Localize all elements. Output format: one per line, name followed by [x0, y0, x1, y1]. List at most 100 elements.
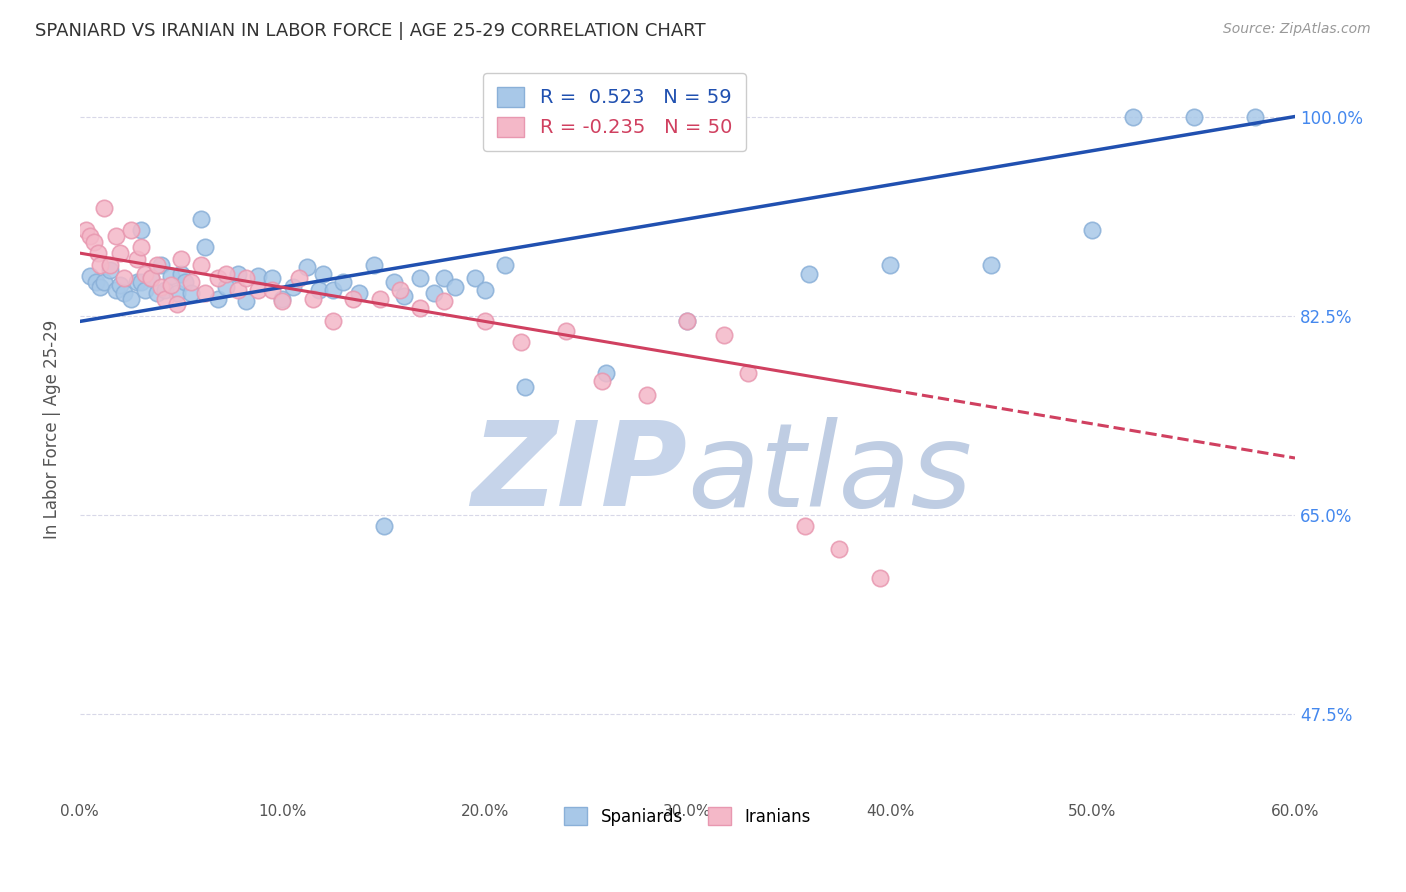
- Point: [510, 334, 533, 349]
- Point: [129, 223, 152, 237]
- Point: [215, 267, 238, 281]
- Point: [194, 240, 217, 254]
- Point: [160, 268, 183, 283]
- Point: [332, 275, 354, 289]
- Point: [494, 258, 516, 272]
- Point: [120, 223, 142, 237]
- Point: [271, 293, 294, 308]
- Point: [170, 252, 193, 266]
- Point: [676, 314, 699, 328]
- Point: [98, 258, 121, 272]
- Point: [515, 380, 537, 394]
- Point: [301, 292, 323, 306]
- Point: [636, 388, 658, 402]
- Point: [125, 275, 148, 289]
- Point: [235, 271, 257, 285]
- Point: [84, 275, 107, 289]
- Point: [287, 271, 309, 285]
- Point: [170, 267, 193, 281]
- Point: [105, 283, 128, 297]
- Point: [226, 267, 249, 281]
- Point: [363, 258, 385, 272]
- Point: [87, 246, 110, 260]
- Point: [1243, 110, 1265, 124]
- Point: [474, 314, 496, 328]
- Point: [879, 258, 901, 272]
- Point: [797, 267, 820, 281]
- Point: [153, 292, 176, 306]
- Point: [112, 285, 135, 300]
- Point: [443, 280, 465, 294]
- Point: [160, 277, 183, 292]
- Point: [433, 293, 456, 308]
- Point: [139, 271, 162, 285]
- Point: [153, 283, 176, 297]
- Point: [134, 283, 156, 297]
- Text: Source: ZipAtlas.com: Source: ZipAtlas.com: [1223, 22, 1371, 37]
- Point: [149, 258, 172, 272]
- Point: [262, 283, 284, 297]
- Point: [980, 258, 1002, 272]
- Point: [166, 285, 188, 300]
- Point: [737, 366, 759, 380]
- Point: [312, 267, 335, 281]
- Point: [1122, 110, 1144, 124]
- Point: [392, 289, 415, 303]
- Point: [139, 271, 162, 285]
- Point: [349, 285, 371, 300]
- Point: [869, 570, 891, 584]
- Point: [166, 297, 188, 311]
- Point: [373, 519, 395, 533]
- Point: [1081, 223, 1104, 237]
- Point: [207, 292, 229, 306]
- Point: [110, 246, 132, 260]
- Text: ZIP: ZIP: [471, 417, 688, 532]
- Point: [368, 292, 391, 306]
- Point: [555, 324, 578, 338]
- Point: [828, 542, 851, 557]
- Point: [129, 275, 152, 289]
- Point: [388, 283, 411, 297]
- Point: [464, 271, 486, 285]
- Point: [112, 271, 135, 285]
- Point: [235, 293, 257, 308]
- Point: [423, 285, 446, 300]
- Point: [89, 258, 111, 272]
- Point: [79, 268, 101, 283]
- Point: [247, 268, 270, 283]
- Point: [262, 271, 284, 285]
- Point: [433, 271, 456, 285]
- Point: [194, 285, 217, 300]
- Point: [110, 277, 132, 292]
- Point: [93, 201, 115, 215]
- Point: [89, 280, 111, 294]
- Point: [120, 292, 142, 306]
- Point: [382, 275, 405, 289]
- Point: [83, 235, 105, 249]
- Point: [591, 374, 613, 388]
- Point: [75, 223, 97, 237]
- Point: [409, 271, 432, 285]
- Point: [595, 366, 617, 380]
- Point: [146, 285, 169, 300]
- Point: [174, 275, 197, 289]
- Point: [474, 283, 496, 297]
- Point: [322, 283, 344, 297]
- Point: [146, 258, 169, 272]
- Point: [149, 280, 172, 294]
- Point: [105, 229, 128, 244]
- Point: [180, 285, 202, 300]
- Legend: Spaniards, Iranians: Spaniards, Iranians: [554, 797, 821, 836]
- Point: [409, 301, 432, 315]
- Point: [79, 229, 101, 244]
- Point: [207, 271, 229, 285]
- Point: [342, 292, 364, 306]
- Point: [125, 252, 148, 266]
- Point: [676, 314, 699, 328]
- Point: [295, 260, 318, 274]
- Text: SPANIARD VS IRANIAN IN LABOR FORCE | AGE 25-29 CORRELATION CHART: SPANIARD VS IRANIAN IN LABOR FORCE | AGE…: [35, 22, 706, 40]
- Point: [793, 519, 815, 533]
- Point: [93, 275, 115, 289]
- Point: [281, 280, 304, 294]
- Point: [1182, 110, 1205, 124]
